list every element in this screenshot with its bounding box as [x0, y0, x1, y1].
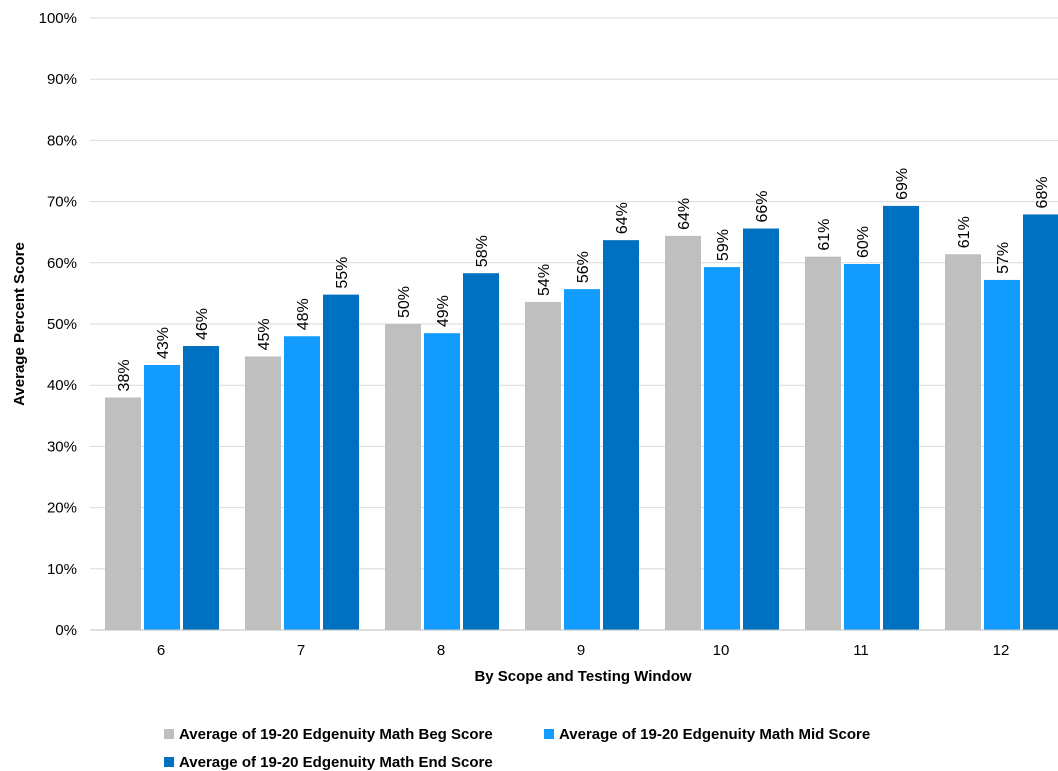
bar	[245, 356, 281, 630]
y-tick-label: 80%	[47, 132, 77, 149]
bar	[424, 333, 460, 630]
data-label: 56%	[575, 251, 592, 283]
bar	[984, 279, 1020, 630]
data-label: 61%	[816, 219, 833, 251]
data-label: 57%	[995, 242, 1012, 274]
data-label: 64%	[676, 198, 693, 230]
y-tick-label: 70%	[47, 194, 77, 211]
data-label: 55%	[334, 257, 351, 289]
x-tick-label: 7	[297, 642, 305, 659]
legend-swatch	[164, 729, 174, 739]
bar	[564, 289, 600, 630]
x-tick-label: 6	[157, 642, 165, 659]
bar	[844, 264, 880, 630]
y-tick-label: 30%	[47, 438, 77, 455]
data-label: 68%	[1034, 176, 1051, 208]
data-label: 45%	[256, 318, 273, 350]
bar	[385, 324, 421, 630]
data-label: 43%	[155, 327, 172, 359]
x-tick-label: 12	[993, 642, 1010, 659]
x-tick-label: 11	[853, 642, 869, 659]
bars	[105, 205, 1058, 630]
y-tick-label: 100%	[39, 10, 77, 27]
data-label: 60%	[855, 226, 872, 258]
bar	[284, 336, 320, 630]
data-label: 66%	[754, 190, 771, 222]
data-label: 49%	[435, 295, 452, 327]
y-tick-label: 10%	[47, 561, 77, 578]
bar	[144, 365, 180, 630]
data-label: 61%	[956, 216, 973, 248]
bar	[945, 254, 981, 630]
legend-swatch	[164, 757, 174, 767]
bar	[1023, 214, 1058, 630]
legend-entry: Average of 19-20 Edgenuity Math Beg Scor…	[179, 726, 493, 743]
data-label: 50%	[396, 286, 413, 318]
x-axis-title: By Scope and Testing Window	[474, 668, 691, 685]
x-axis-ticks: 6 7 8 9 10 11 12	[157, 642, 1010, 659]
data-label: 38%	[116, 359, 133, 391]
bar	[323, 294, 359, 630]
legend: Average of 19-20 Edgenuity Math Beg Scor…	[164, 726, 870, 771]
bar	[704, 267, 740, 630]
y-axis-ticks: 0% 10% 20% 30% 40% 50% 60% 70% 80% 90% 100%	[39, 10, 77, 639]
bar	[665, 235, 701, 630]
x-tick-label: 10	[713, 642, 730, 659]
legend-entry: Average of 19-20 Edgenuity Math End Scor…	[179, 754, 493, 771]
x-tick-label: 9	[577, 642, 585, 659]
data-label: 64%	[614, 202, 631, 234]
x-tick-label: 8	[437, 642, 445, 659]
data-labels: 38% 43% 46% 45% 48% 55% 50% 49% 58% 54% 56% 64% 64% 5…	[116, 168, 1051, 392]
data-label: 59%	[715, 229, 732, 261]
data-label: 46%	[194, 308, 211, 340]
y-axis-title: Average Percent Score	[11, 242, 28, 406]
data-label: 58%	[474, 235, 491, 267]
y-tick-label: 90%	[47, 71, 77, 88]
y-tick-label: 50%	[47, 316, 77, 333]
bar	[105, 397, 141, 630]
y-tick-label: 20%	[47, 500, 77, 517]
y-tick-label: 40%	[47, 377, 77, 394]
data-label: 54%	[536, 264, 553, 296]
data-label: 69%	[894, 168, 911, 200]
bar	[883, 205, 919, 630]
legend-entry: Average of 19-20 Edgenuity Math Mid Scor…	[559, 726, 870, 743]
legend-swatch	[544, 729, 554, 739]
bar	[183, 346, 219, 630]
bar	[463, 273, 499, 630]
y-tick-label: 60%	[47, 255, 77, 272]
bar	[743, 228, 779, 630]
bar	[525, 301, 561, 630]
y-tick-label: 0%	[55, 622, 77, 639]
data-label: 48%	[295, 298, 312, 330]
bar	[805, 256, 841, 630]
bar	[603, 240, 639, 630]
